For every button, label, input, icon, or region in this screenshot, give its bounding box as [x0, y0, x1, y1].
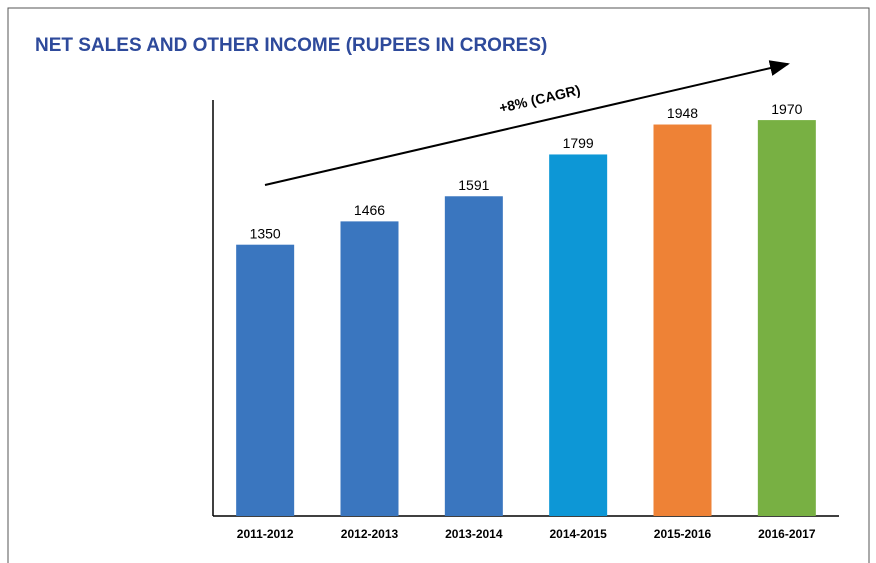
value-label: 1350 — [250, 225, 281, 241]
x-tick-label: 2013-2014 — [445, 527, 503, 541]
bar — [236, 244, 295, 516]
frame — [7, 7, 870, 563]
x-tick-label: 2016-2017 — [758, 527, 816, 541]
annotation: +8% (CAGR) — [498, 82, 582, 116]
value-label: 1970 — [771, 101, 802, 117]
x-tick-label: 2015-2016 — [654, 527, 712, 541]
x-tick-label: 2014-2015 — [549, 527, 607, 541]
value-label: 1591 — [458, 177, 489, 193]
bar — [549, 154, 608, 516]
x-tick-label: 2012-2013 — [341, 527, 399, 541]
bar — [340, 221, 399, 516]
chart-title: NET SALES AND OTHER INCOME (RUPEES IN CR… — [35, 35, 547, 56]
bar — [444, 196, 503, 516]
value-label: 1466 — [354, 202, 385, 218]
value-label: 1948 — [667, 105, 698, 121]
trend-arrow — [264, 60, 790, 186]
value-label: 1799 — [563, 135, 594, 151]
bar — [757, 120, 816, 516]
bar — [653, 124, 712, 516]
x-tick-label: 2011-2012 — [237, 527, 294, 541]
